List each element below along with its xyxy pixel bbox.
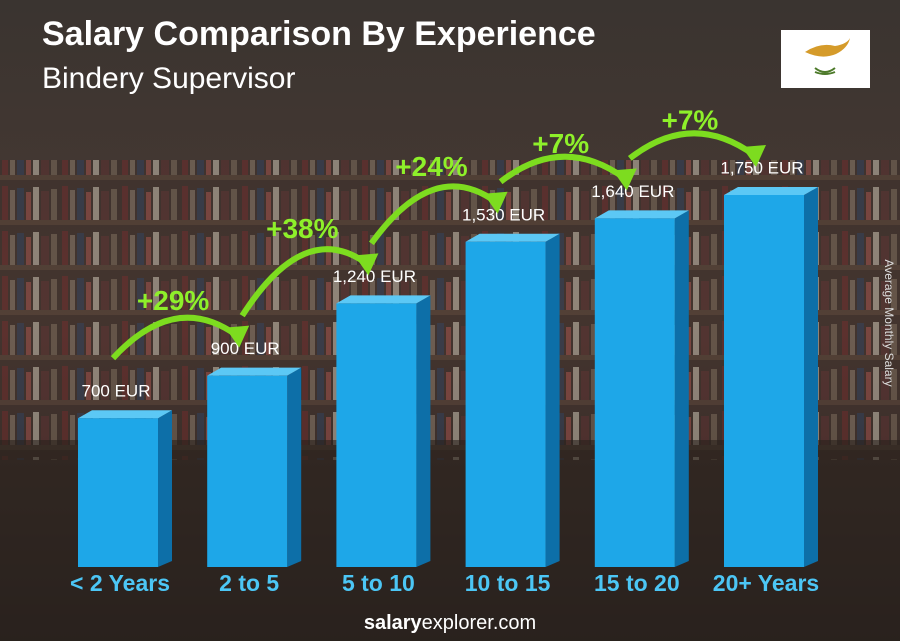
change-label: +7% (661, 104, 718, 135)
change-arrowhead (225, 325, 250, 348)
value-label: 1,240 EUR (333, 267, 416, 286)
x-tick-label: 10 to 15 (465, 570, 551, 596)
change-label: +7% (532, 128, 589, 159)
change-arrow (239, 246, 369, 318)
bar (594, 218, 675, 567)
y-axis-label: Average Monthly Salary (882, 259, 896, 386)
bar-top (465, 233, 560, 242)
value-label: 900 EUR (211, 339, 280, 358)
value-label: 1,750 EUR (720, 158, 803, 177)
bar-top (207, 367, 302, 376)
bar-side (416, 295, 431, 567)
change-arrowhead (612, 168, 637, 191)
bar-side (545, 233, 560, 567)
footer-domain: explorer.com (422, 612, 537, 634)
x-tick-label: 2 to 5 (219, 570, 279, 596)
value-label: 1,530 EUR (462, 205, 545, 224)
bar-side (158, 410, 172, 567)
x-tick-label: 5 to 10 (342, 570, 415, 596)
bar-top (78, 410, 172, 419)
value-label: 1,640 EUR (591, 182, 674, 201)
chart-title: Salary Comparison By Experience (42, 15, 596, 53)
change-arrow (110, 314, 239, 361)
change-label: +38% (266, 213, 338, 244)
flag (781, 30, 870, 88)
x-tick-label: < 2 Years (70, 570, 170, 596)
bar (465, 241, 546, 567)
bar (78, 418, 158, 567)
bar-side (804, 187, 818, 567)
bar-top (594, 210, 689, 219)
change-arrow (498, 153, 627, 185)
chart-subtitle: Bindery Supervisor (42, 62, 295, 95)
x-tick-label: 20+ Years (713, 570, 819, 596)
change-arrowhead (354, 253, 379, 276)
change-label: +24% (395, 151, 467, 182)
footer-brand: salary (364, 612, 423, 634)
change-label: +29% (137, 285, 209, 316)
bar (336, 303, 417, 567)
footer: salaryexplorer.com (364, 612, 536, 634)
bar-side (674, 210, 689, 567)
bar (207, 375, 288, 567)
change-arrowhead (483, 191, 508, 214)
x-tick-label: 15 to 20 (594, 570, 680, 596)
bar-top (336, 295, 431, 304)
change-arrow (627, 130, 756, 161)
bar-top (724, 187, 818, 195)
value-label: 700 EUR (82, 382, 151, 401)
change-arrowhead (742, 145, 766, 167)
change-arrow (368, 183, 498, 246)
bar-side (287, 367, 302, 567)
bar (724, 195, 804, 567)
